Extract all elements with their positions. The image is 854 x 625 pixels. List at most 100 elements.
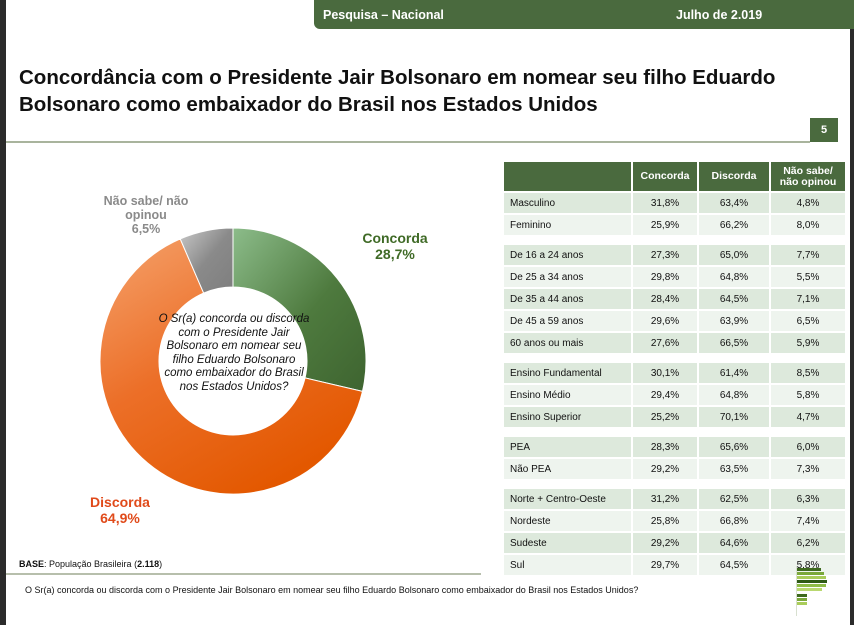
cell-concorda: 29,2% bbox=[633, 533, 697, 553]
group-spacer bbox=[504, 237, 845, 243]
label-nao-sabe-value: 6,5% bbox=[131, 222, 161, 236]
cell-concorda: 31,2% bbox=[633, 489, 697, 509]
cell-discorda: 66,8% bbox=[699, 511, 769, 531]
cell-nao-sabe: 5,5% bbox=[771, 267, 845, 287]
row-label: De 16 a 24 anos bbox=[504, 245, 631, 265]
cell-concorda: 29,6% bbox=[633, 311, 697, 331]
row-label: Sul bbox=[504, 555, 631, 575]
cell-nao-sabe: 8,5% bbox=[771, 363, 845, 383]
window-frame bbox=[850, 0, 854, 625]
company-logo bbox=[796, 566, 827, 616]
cell-discorda: 65,6% bbox=[699, 437, 769, 457]
table-row: Ensino Fundamental 30,1% 61,4% 8,5% bbox=[504, 363, 845, 383]
cell-discorda: 64,8% bbox=[699, 385, 769, 405]
header-nao-sabe: Não sabe/ não opinou bbox=[771, 162, 845, 191]
row-label: De 25 a 34 anos bbox=[504, 267, 631, 287]
table-row: Sul 29,7% 64,5% 5,8% bbox=[504, 555, 845, 575]
table-row: De 45 a 59 anos 29,6% 63,9% 6,5% bbox=[504, 311, 845, 331]
footer-divider bbox=[6, 573, 481, 575]
base-note: BASE: População Brasileira (2.118) bbox=[19, 559, 162, 569]
cell-discorda: 62,5% bbox=[699, 489, 769, 509]
cell-nao-sabe: 8,0% bbox=[771, 215, 845, 235]
divider bbox=[6, 141, 810, 143]
row-label: Ensino Superior bbox=[504, 407, 631, 427]
cell-discorda: 63,5% bbox=[699, 459, 769, 479]
table-row: De 16 a 24 anos 27,3% 65,0% 7,7% bbox=[504, 245, 845, 265]
page-title: Concordância com o Presidente Jair Bolso… bbox=[19, 66, 776, 116]
cell-discorda: 65,0% bbox=[699, 245, 769, 265]
page-number: 5 bbox=[810, 118, 838, 142]
cell-discorda: 64,5% bbox=[699, 289, 769, 309]
label-nao-sabe-name: Não sabe/ não opinou bbox=[103, 194, 189, 222]
row-label: De 35 a 44 anos bbox=[504, 289, 631, 309]
cell-concorda: 29,4% bbox=[633, 385, 697, 405]
cell-nao-sabe: 7,7% bbox=[771, 245, 845, 265]
slice-discorda bbox=[99, 238, 364, 495]
label-discorda-name: Discorda bbox=[90, 494, 150, 510]
row-label: De 45 a 59 anos bbox=[504, 311, 631, 331]
cell-discorda: 64,6% bbox=[699, 533, 769, 553]
cell-concorda: 29,7% bbox=[633, 555, 697, 575]
group-spacer bbox=[504, 429, 845, 435]
cell-concorda: 25,8% bbox=[633, 511, 697, 531]
header-discorda: Discorda bbox=[699, 162, 769, 191]
header-blank bbox=[504, 162, 631, 191]
cell-nao-sabe: 5,8% bbox=[771, 555, 845, 575]
table-row: Norte + Centro-Oeste 31,2% 62,5% 6,3% bbox=[504, 489, 845, 509]
row-label: Feminino bbox=[504, 215, 631, 235]
cell-discorda: 63,9% bbox=[699, 311, 769, 331]
table-row: Masculino 31,8% 63,4% 4,8% bbox=[504, 193, 845, 213]
cell-nao-sabe: 6,0% bbox=[771, 437, 845, 457]
header-bar: Pesquisa – Nacional Julho de 2.019 bbox=[314, 0, 854, 29]
row-label: Não PEA bbox=[504, 459, 631, 479]
table-row: De 35 a 44 anos 28,4% 64,5% 7,1% bbox=[504, 289, 845, 309]
table-row: Sudeste 29,2% 64,6% 6,2% bbox=[504, 533, 845, 553]
cell-nao-sabe: 5,8% bbox=[771, 385, 845, 405]
cell-nao-sabe: 7,1% bbox=[771, 289, 845, 309]
cell-concorda: 29,8% bbox=[633, 267, 697, 287]
cell-nao-sabe: 7,3% bbox=[771, 459, 845, 479]
table-row: De 25 a 34 anos 29,8% 64,8% 5,5% bbox=[504, 267, 845, 287]
cell-discorda: 64,5% bbox=[699, 555, 769, 575]
base-n: 2.118 bbox=[137, 559, 160, 569]
row-label: PEA bbox=[504, 437, 631, 457]
cell-discorda: 61,4% bbox=[699, 363, 769, 383]
table-row: 60 anos ou mais 27,6% 66,5% 5,9% bbox=[504, 333, 845, 353]
cell-concorda: 27,3% bbox=[633, 245, 697, 265]
label-concorda-name: Concorda bbox=[362, 230, 428, 246]
row-label: Sudeste bbox=[504, 533, 631, 553]
table-row: PEA 28,3% 65,6% 6,0% bbox=[504, 437, 845, 457]
table-row: Ensino Médio 29,4% 64,8% 5,8% bbox=[504, 385, 845, 405]
footer-question: O Sr(a) concorda ou discorda com o Presi… bbox=[25, 585, 639, 595]
row-label: Nordeste bbox=[504, 511, 631, 531]
row-label: Ensino Fundamental bbox=[504, 363, 631, 383]
survey-date: Julho de 2.019 bbox=[676, 8, 763, 22]
table-row: Ensino Superior 25,2% 70,1% 4,7% bbox=[504, 407, 845, 427]
row-label: Masculino bbox=[504, 193, 631, 213]
cell-nao-sabe: 6,3% bbox=[771, 489, 845, 509]
cell-concorda: 27,6% bbox=[633, 333, 697, 353]
cell-concorda: 25,9% bbox=[633, 215, 697, 235]
donut-center-question: O Sr(a) concorda ou discorda com o Presi… bbox=[158, 313, 310, 393]
table-row: Não PEA 29,2% 63,5% 7,3% bbox=[504, 459, 845, 479]
cell-concorda: 25,2% bbox=[633, 407, 697, 427]
header-nao-sabe-line1: Não sabe/ bbox=[783, 164, 833, 177]
cell-concorda: 29,2% bbox=[633, 459, 697, 479]
cell-discorda: 66,2% bbox=[699, 215, 769, 235]
label-discorda-value: 64,9% bbox=[100, 510, 140, 526]
label-nao-sabe: Não sabe/ não opinou 6,5% bbox=[96, 194, 196, 236]
label-discorda: Discorda 64,9% bbox=[70, 494, 170, 526]
slice-nao-sabe bbox=[179, 227, 234, 294]
header-concorda: Concorda bbox=[633, 162, 697, 191]
table-row: Nordeste 25,8% 66,8% 7,4% bbox=[504, 511, 845, 531]
row-label: 60 anos ou mais bbox=[504, 333, 631, 353]
donut-chart bbox=[99, 227, 367, 495]
label-concorda-value: 28,7% bbox=[375, 246, 415, 262]
cell-concorda: 31,8% bbox=[633, 193, 697, 213]
base-close: ) bbox=[159, 559, 163, 569]
cell-nao-sabe: 4,8% bbox=[771, 193, 845, 213]
cell-nao-sabe: 4,7% bbox=[771, 407, 845, 427]
cell-discorda: 66,5% bbox=[699, 333, 769, 353]
base-label: BASE bbox=[19, 559, 45, 569]
table-row: Feminino 25,9% 66,2% 8,0% bbox=[504, 215, 845, 235]
